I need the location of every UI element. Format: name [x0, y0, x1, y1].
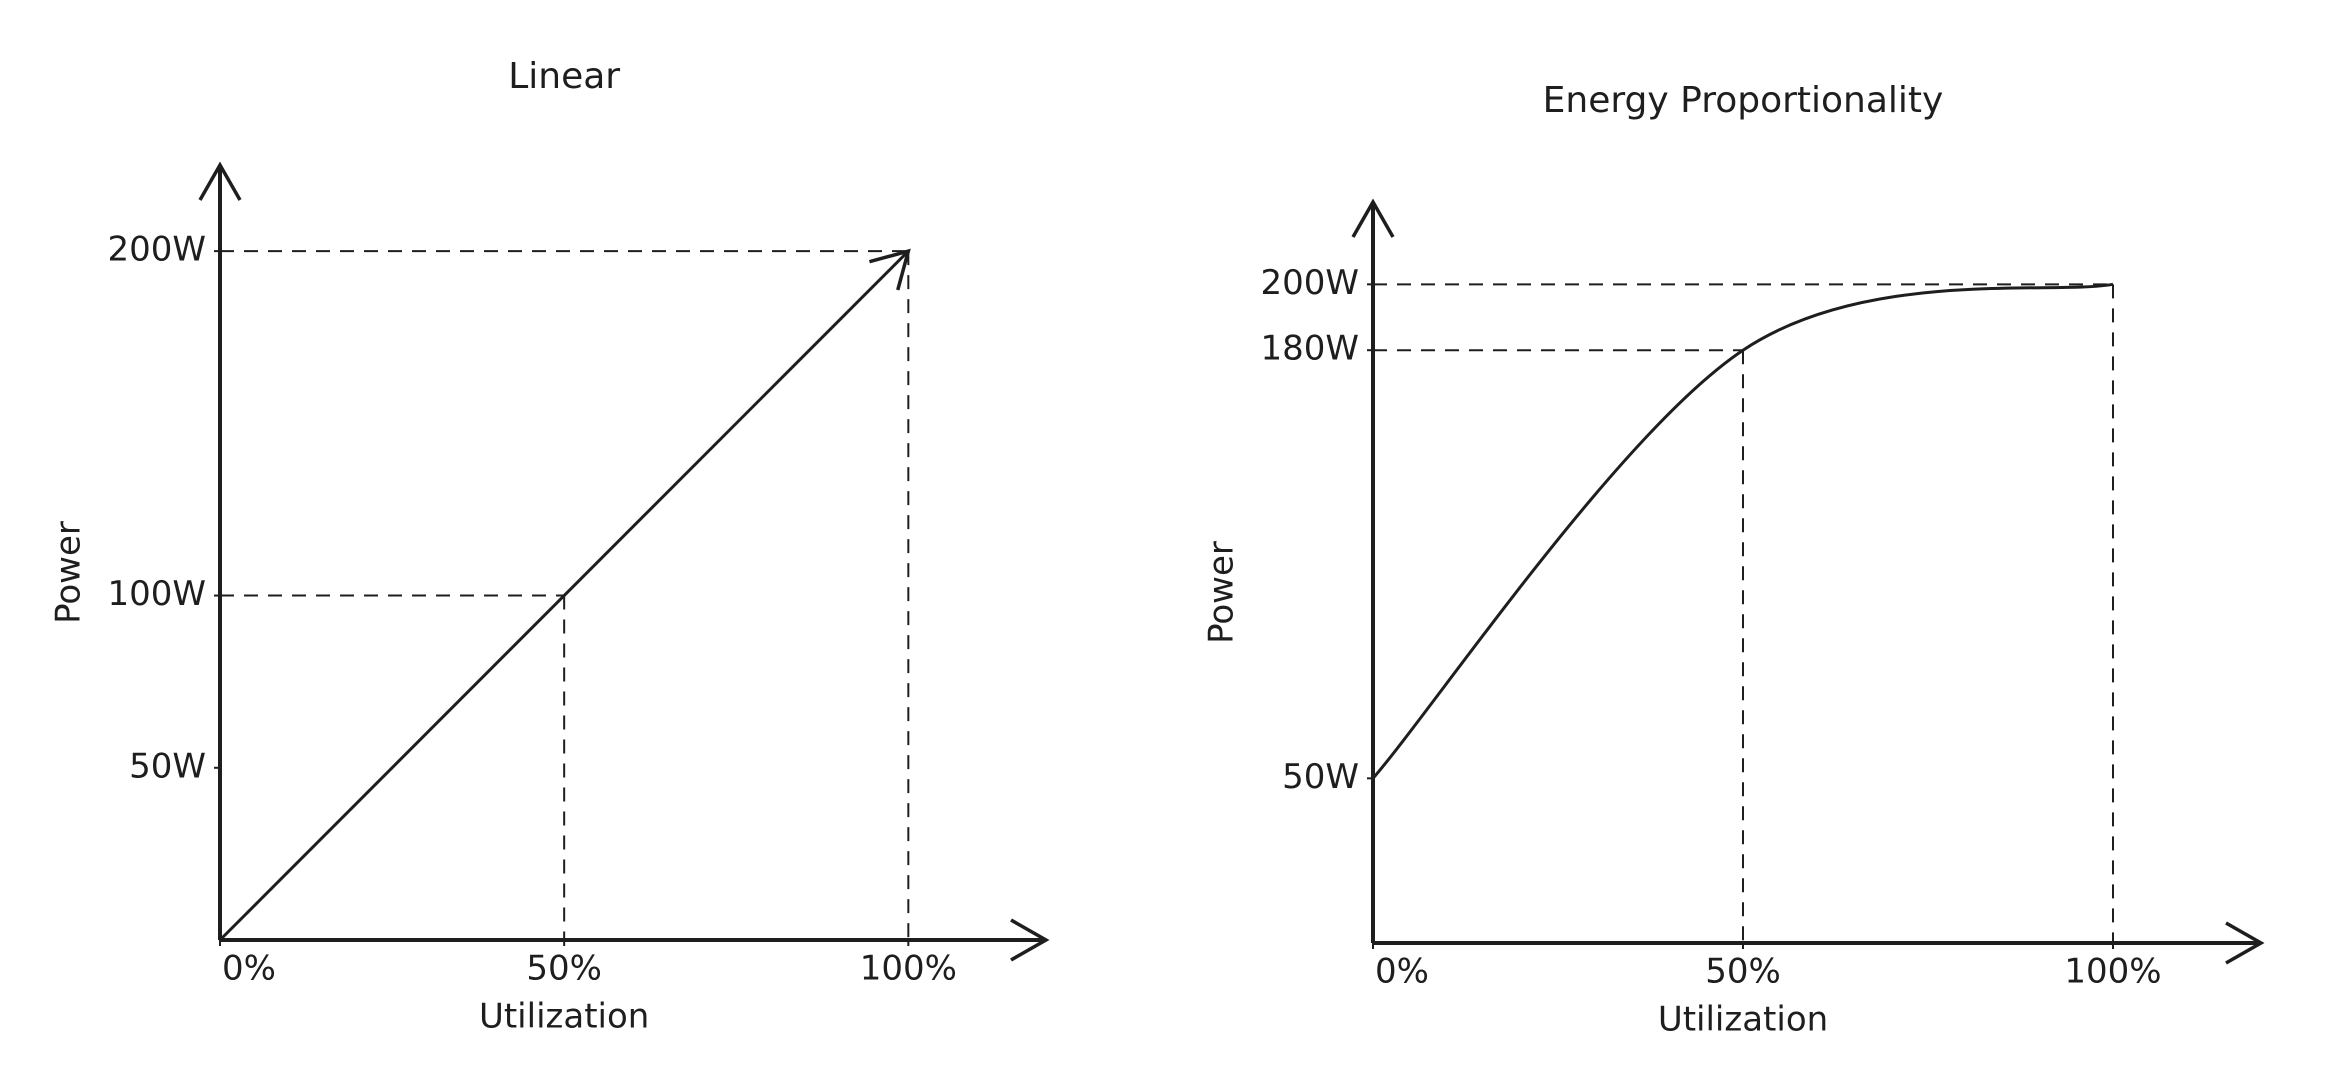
x-tick-label: 50% — [1705, 952, 1781, 992]
series-line — [218, 248, 911, 942]
x-tick-label: 0% — [1375, 952, 1429, 992]
x-tick-label: 100% — [860, 949, 957, 989]
y-tick-label: 50W — [1282, 757, 1359, 797]
chart-title: Energy Proportionality — [1543, 80, 1944, 121]
x-tick-label: 50% — [526, 949, 602, 989]
y-tick-label: 100W — [107, 574, 206, 614]
y-tick-label: 200W — [1260, 263, 1359, 303]
x-tick-label: 100% — [2064, 952, 2161, 992]
y-axis-label: Power — [1202, 541, 1242, 644]
y-tick-label: 50W — [129, 746, 206, 786]
x-axis-label: Utilization — [1658, 1000, 1828, 1040]
y-tick-label: 180W — [1260, 329, 1359, 369]
x-axis-label: Utilization — [479, 997, 649, 1037]
chart-title: Linear — [508, 56, 620, 97]
series-line — [1371, 282, 2114, 780]
y-tick-label: 200W — [107, 230, 206, 270]
x-tick-label: 0% — [222, 949, 276, 989]
y-axis-label: Power — [49, 521, 89, 624]
